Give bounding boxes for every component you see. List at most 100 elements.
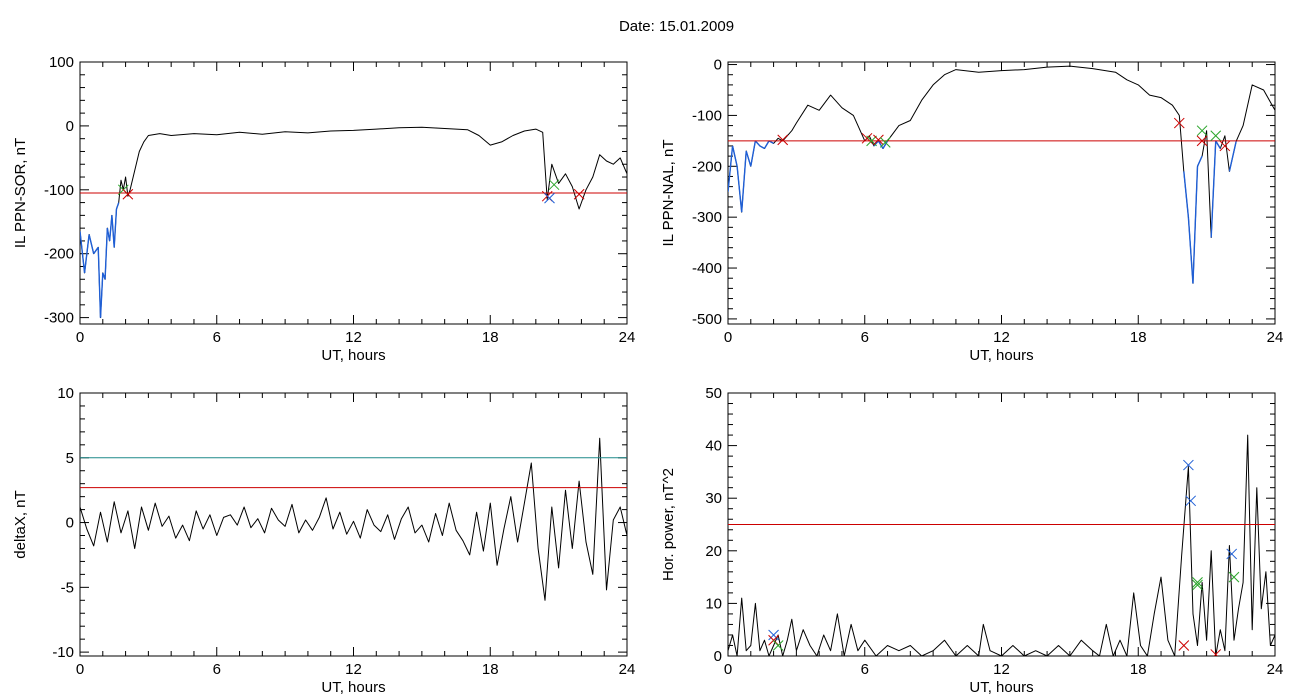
marker-stroke (1185, 495, 1197, 507)
panel-top-right: 0 6 12 18 24 0 -100 -200 -300 -400 -500 UT, hours IL… (660, 57, 1283, 364)
y-tick-label: 0 (66, 118, 74, 135)
series-highlight-segment (99, 272, 104, 318)
x-tick-label: 24 (1267, 661, 1284, 678)
series-highlight-segment (759, 145, 765, 150)
marker-stroke (873, 134, 884, 146)
x-tick-label: 12 (993, 329, 1010, 346)
y-tick-label: -10 (52, 644, 74, 661)
y-tick-label: 100 (49, 54, 74, 71)
marker-stroke (772, 640, 784, 651)
y-tick-label: -300 (692, 209, 722, 226)
x-tick-label: 6 (213, 661, 221, 678)
y-tick-label: 0 (66, 515, 74, 532)
marker-stroke (1226, 548, 1238, 560)
event-marker (1178, 640, 1190, 651)
series-highlight-segment (763, 140, 770, 149)
marker-stroke (777, 134, 789, 146)
series-highlight-segment (736, 166, 743, 213)
x-tick-label: 12 (345, 329, 362, 346)
series-highlight-segment (754, 140, 761, 147)
marker-stroke (548, 179, 560, 191)
marker-stroke (1183, 459, 1194, 471)
x-tick-label: 24 (1267, 329, 1284, 346)
y-axis-label: Hor. power, nT^2 (660, 468, 677, 581)
panel-bottom-right: 0 6 12 18 24 50 40 30 20 10 0 UT, hours Hor. power, … (660, 385, 1283, 696)
x-tick-label: 0 (76, 661, 84, 678)
series-highlight-segment (80, 231, 86, 273)
x-tick-label: 12 (993, 661, 1010, 678)
x-tick-label: 0 (76, 329, 84, 346)
event-marker (548, 179, 560, 191)
marker-stroke (866, 135, 877, 147)
marker-stroke (1210, 130, 1222, 142)
event-marker (1192, 579, 1203, 591)
x-tick-label: 6 (213, 329, 221, 346)
event-marker (1192, 577, 1203, 588)
data-layer (728, 434, 1275, 656)
series-highlight-segment (877, 140, 884, 149)
y-tick-label: 10 (57, 385, 74, 402)
marker-stroke (1178, 640, 1190, 651)
plot-frame (727, 61, 1276, 325)
marker-stroke (768, 629, 779, 641)
series-highlight-segment (728, 145, 734, 192)
series-highlight-segment (97, 247, 102, 318)
marker-stroke (1213, 649, 1222, 656)
y-tick-label: -200 (44, 246, 74, 263)
y-tick-label: 0 (714, 57, 722, 74)
y-tick-label: -400 (692, 260, 722, 277)
series-highlight-segment (740, 150, 747, 213)
x-tick-label: 24 (619, 661, 636, 678)
x-axis-label: UT, hours (969, 679, 1033, 696)
series-highlight-segment (1228, 140, 1237, 172)
series-highlight-segment (88, 234, 95, 254)
x-tick-label: 18 (1130, 661, 1147, 678)
series-highlight-segment (1196, 155, 1203, 167)
panel-top-left: 0 6 12 18 24 100 0 -100 -200 -300 UT, hours IL PPN-… (12, 54, 635, 364)
event-marker (544, 192, 555, 204)
event-marker (1226, 548, 1238, 560)
y-tick-label: -200 (692, 158, 722, 175)
series-highlight-segment (113, 208, 118, 248)
event-marker (1228, 571, 1240, 583)
y-tick-label: 5 (66, 450, 74, 467)
y-tick-label: 0 (714, 648, 722, 665)
x-tick-label: 0 (724, 329, 732, 346)
series-highlight-segment (1192, 166, 1199, 284)
panel-bottom-left: 0 6 12 18 24 10 5 0 -5 -10 UT, hours deltaX, nT (12, 385, 635, 696)
event-marker (777, 134, 789, 146)
x-tick-label: 18 (482, 661, 499, 678)
event-marker (873, 134, 884, 146)
marker-stroke (1173, 117, 1185, 129)
event-marker (1210, 649, 1222, 656)
y-tick-label: -100 (692, 107, 722, 124)
y-tick-label: 10 (705, 595, 722, 612)
y-tick-label: 40 (705, 438, 722, 455)
y-axis-label: IL PPN-NAL, nT (660, 140, 677, 247)
event-marker (1210, 130, 1222, 142)
x-tick-label: 6 (861, 329, 869, 346)
x-tick-label: 24 (619, 329, 636, 346)
event-marker (122, 188, 134, 200)
marker-stroke (122, 188, 134, 200)
x-tick-label: 0 (724, 661, 732, 678)
event-marker (768, 629, 779, 641)
y-axis-label: IL PPN-SOR, nT (12, 138, 29, 248)
event-marker (1185, 495, 1197, 507)
y-tick-label: -500 (692, 311, 722, 328)
marker-stroke (544, 192, 555, 204)
series-highlight-segment (104, 228, 109, 280)
series-line (80, 437, 627, 601)
series-highlight-segment (83, 234, 90, 273)
y-tick-label: 50 (705, 385, 722, 402)
event-marker (1196, 135, 1208, 147)
series-highlight-segment (745, 150, 752, 167)
series-highlight-segment (1210, 140, 1217, 238)
marker-stroke (1192, 579, 1203, 591)
y-tick-label: -300 (44, 310, 74, 327)
series-highlight-segment (882, 140, 889, 149)
series-highlight-segment (93, 246, 99, 255)
event-marker (866, 135, 877, 147)
series-highlight-segment (750, 140, 757, 167)
series-highlight-segment (731, 145, 738, 167)
